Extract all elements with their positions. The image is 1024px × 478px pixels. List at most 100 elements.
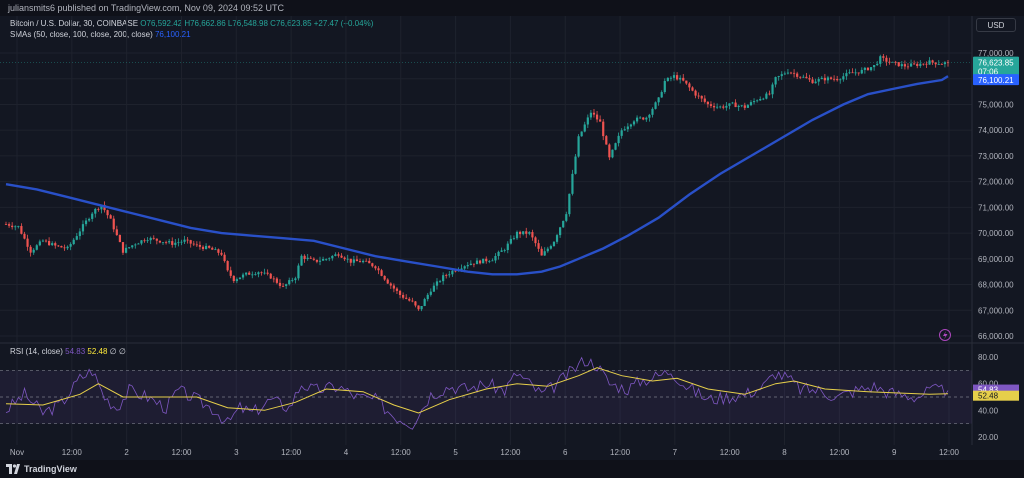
candle-body	[115, 229, 118, 236]
candle-body	[32, 249, 35, 253]
candle-body	[888, 61, 891, 63]
candle-body	[106, 210, 109, 216]
candle-body	[891, 61, 894, 63]
candle-body	[235, 279, 238, 282]
rsi-ma-badge	[973, 390, 1019, 401]
time-tick-label: 9	[892, 448, 897, 457]
candle-body	[137, 243, 140, 245]
price-tick-label: 73,000.00	[978, 152, 1014, 161]
sma-value: 76,100.21	[154, 30, 191, 39]
time-tick-label: 5	[453, 448, 458, 457]
currency-button[interactable]: USD	[976, 18, 1016, 32]
candle-body	[885, 57, 888, 62]
candle-body	[928, 60, 931, 65]
candle-body	[94, 208, 97, 214]
candle-body	[331, 255, 334, 259]
candle-body	[568, 193, 571, 215]
candle-body	[75, 236, 78, 240]
candle-body	[522, 231, 525, 235]
rsi-label[interactable]: RSI (14, close)	[10, 347, 63, 356]
candle-body	[429, 291, 432, 295]
price-tick-label: 66,000.00	[978, 332, 1014, 341]
candle-body	[278, 282, 282, 286]
candle-body	[201, 246, 205, 250]
candle-body	[635, 117, 639, 122]
candle-body	[254, 274, 257, 276]
footer-bar: TradingView	[0, 460, 1024, 478]
candle-body	[29, 246, 32, 253]
candle-body	[623, 129, 626, 131]
candle-body	[694, 90, 697, 96]
candle-body	[602, 121, 605, 137]
candle-body	[260, 272, 263, 274]
candle-body	[589, 112, 593, 118]
candle-body	[44, 240, 48, 242]
candle-body	[518, 231, 522, 235]
candle-body	[497, 251, 500, 256]
candle-body	[291, 280, 294, 281]
candle-body	[626, 126, 629, 130]
candle-body	[143, 240, 146, 242]
candle-body	[608, 144, 611, 158]
candle-body	[642, 117, 645, 120]
candle-body	[922, 63, 925, 65]
published-text: juliansmits6 published on TradingView.co…	[8, 3, 284, 13]
candle-body	[84, 220, 88, 225]
candle-body	[368, 260, 371, 264]
candle-body	[574, 156, 577, 174]
candle-body	[377, 268, 380, 271]
candle-body	[426, 294, 429, 300]
candle-body	[263, 272, 266, 274]
candle-body	[47, 241, 51, 246]
price-tick-label: 75,000.00	[978, 100, 1014, 109]
candle-body	[651, 108, 654, 115]
candle-body	[571, 173, 574, 194]
candle-body	[903, 64, 907, 67]
candle-body	[355, 259, 359, 262]
candle-body	[168, 241, 171, 243]
candle-body	[709, 104, 713, 106]
candle-body	[383, 275, 386, 280]
candle-body	[275, 278, 279, 283]
lightning-circle	[939, 329, 951, 341]
candle-body	[482, 258, 485, 264]
candle-body	[546, 248, 549, 252]
candle-body	[241, 274, 245, 278]
candle-body	[321, 259, 325, 261]
candle-body	[706, 101, 709, 105]
candle-body	[238, 277, 242, 280]
candle-body	[300, 255, 303, 266]
rsi-legend: RSI (14, close) 54.83 52.48 ∅ ∅	[10, 347, 126, 356]
candle-body	[894, 61, 897, 63]
candle-body	[832, 78, 836, 80]
candle-body	[269, 273, 272, 279]
candle-body	[463, 266, 466, 269]
candle-body	[879, 56, 882, 64]
candle-body	[913, 63, 916, 65]
candle-body	[41, 240, 45, 242]
candle-body	[500, 250, 503, 252]
time-tick-label: 12:00	[391, 448, 412, 457]
candle-body	[128, 247, 131, 249]
candle-body	[223, 254, 226, 262]
candle-body	[823, 77, 826, 81]
candle-body	[882, 56, 885, 58]
candle-body	[81, 224, 85, 232]
candle-body	[543, 251, 546, 256]
candle-body	[873, 65, 876, 68]
candle-body	[811, 79, 814, 84]
candle-body	[312, 258, 315, 260]
rsi-extra: ∅ ∅	[109, 347, 126, 356]
candle-body	[765, 93, 768, 99]
sma-price-badge	[973, 74, 1019, 86]
symbol-name[interactable]: Bitcoin / U.S. Dollar, 30, COINBASE	[10, 19, 139, 28]
candle-body	[402, 294, 405, 298]
candle-body	[617, 135, 620, 144]
candle-body	[472, 263, 476, 265]
sma-label[interactable]: SMAs (50, close, 100, close, 200, close)	[10, 30, 153, 39]
candle-body	[438, 281, 442, 282]
candle-body	[657, 97, 660, 103]
time-tick-label: 7	[673, 448, 678, 457]
candle-body	[682, 77, 685, 81]
